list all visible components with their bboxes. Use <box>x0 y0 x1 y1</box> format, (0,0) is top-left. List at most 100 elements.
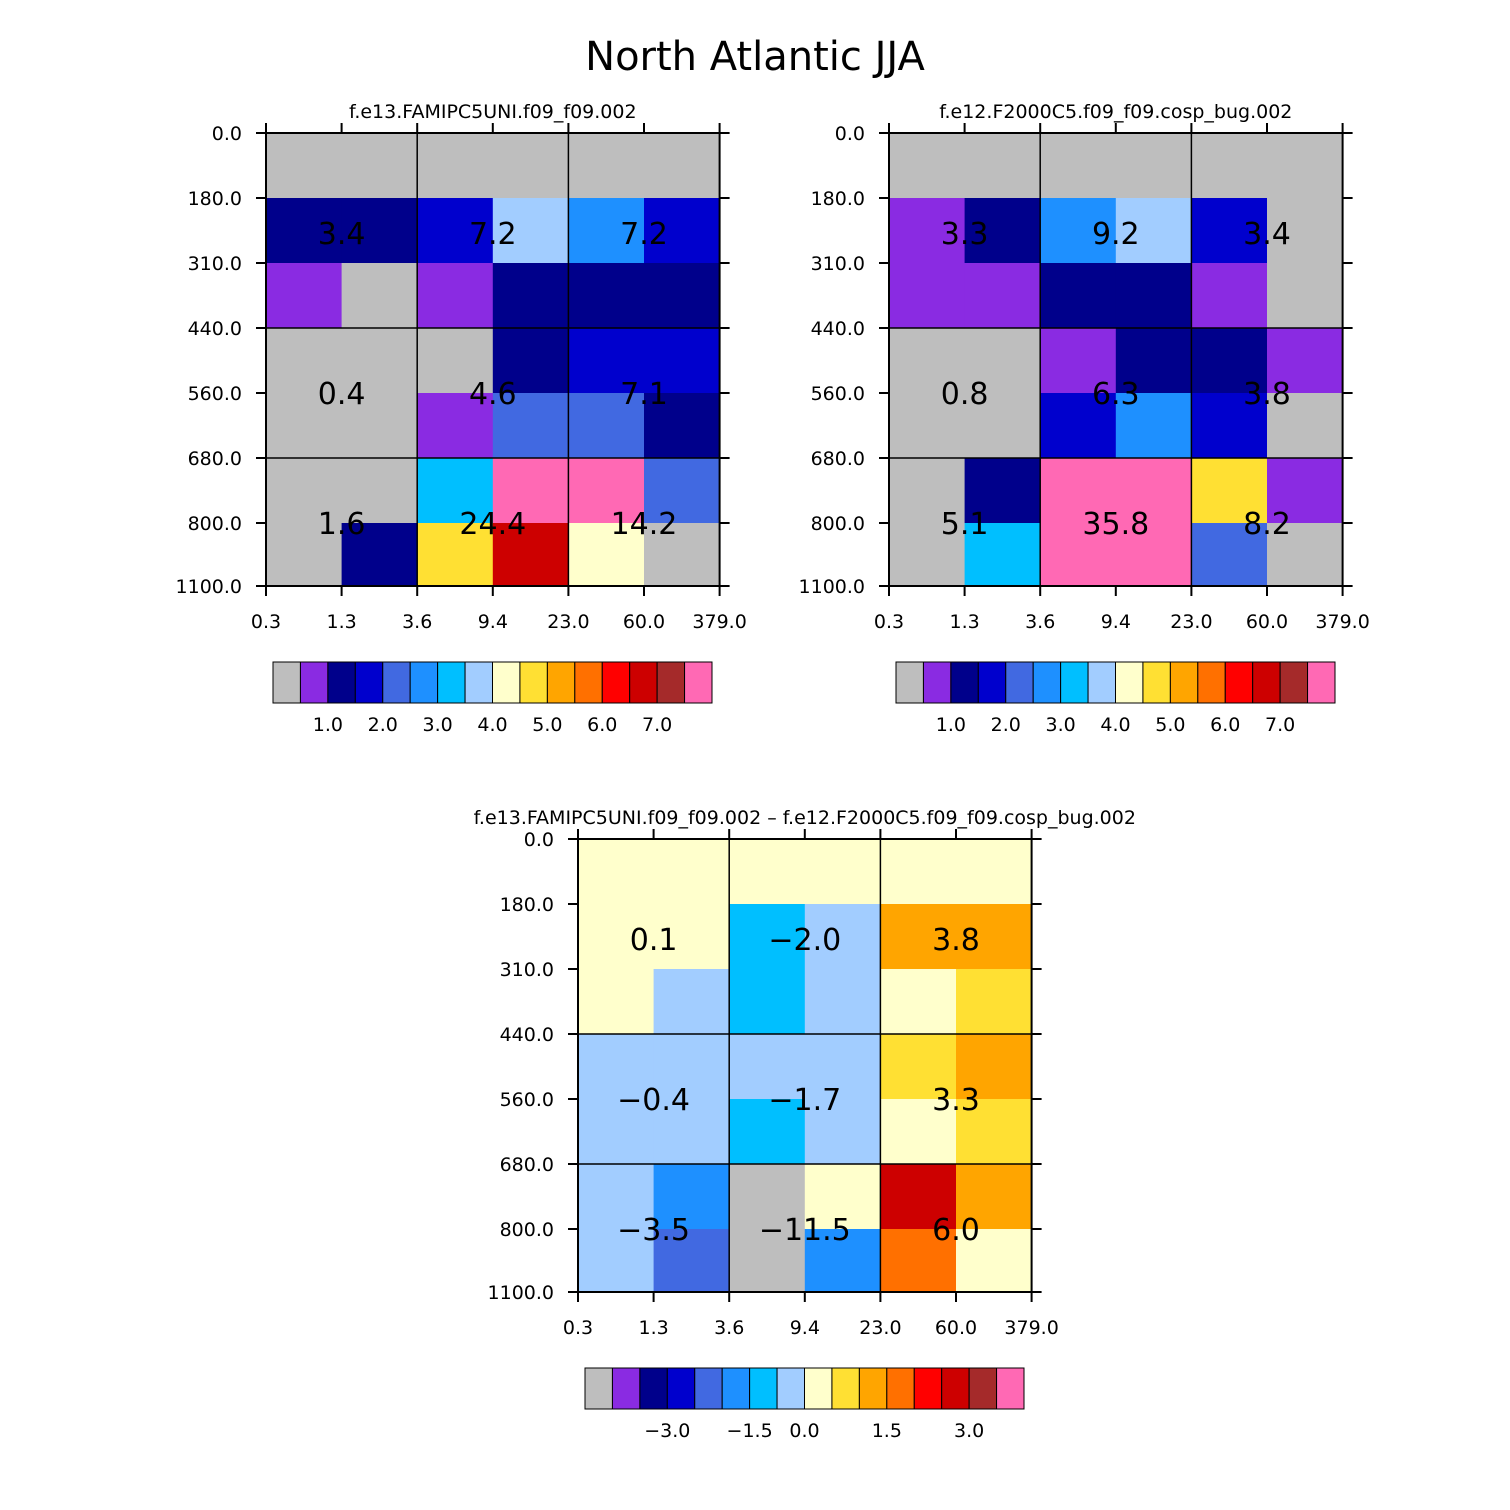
heatmap-cell <box>1040 328 1117 394</box>
heatmap-cell <box>341 198 418 264</box>
heatmap-cell <box>729 1099 806 1165</box>
heatmap-cell <box>804 1099 881 1165</box>
x-tick-label: 60.0 <box>1246 611 1288 633</box>
heatmap-cell <box>568 523 645 587</box>
block-value-label: 7.2 <box>469 217 517 252</box>
x-tick-label: 379.0 <box>692 611 746 633</box>
colorbar-label: 7.0 <box>1265 714 1295 736</box>
heatmap-cell <box>266 393 343 459</box>
x-tick-label: 60.0 <box>623 611 665 633</box>
colorbar-box <box>950 661 979 704</box>
colorbar-label: 5.0 <box>1155 714 1185 736</box>
heatmap-cell <box>880 839 957 905</box>
colorbar-label: 3.0 <box>423 714 453 736</box>
colorbar-box <box>492 661 521 704</box>
colorbar-label: 3.0 <box>1046 714 1076 736</box>
heatmap-cell <box>880 904 957 970</box>
heatmap-cell <box>1040 458 1117 524</box>
heatmap-cell <box>341 328 418 394</box>
heatmap-cell <box>956 839 1033 905</box>
y-tick-label: 310.0 <box>500 959 554 981</box>
x-tick-label: 0.3 <box>251 611 281 633</box>
heatmap-cell <box>653 1034 730 1100</box>
colorbar-box <box>629 661 658 704</box>
heatmap-cell <box>1267 328 1344 394</box>
heatmap-cell <box>956 1164 1033 1230</box>
colorbar-box <box>684 661 713 704</box>
colorbar-box <box>437 661 466 704</box>
colorbar-box <box>996 1367 1025 1410</box>
heatmap-cell <box>1040 133 1117 199</box>
block-value-label: −3.5 <box>617 1213 690 1248</box>
y-tick-label: 680.0 <box>500 1154 554 1176</box>
heatmap-cell <box>492 523 569 587</box>
heatmap-cell <box>889 198 966 264</box>
heatmap-cell <box>889 328 966 394</box>
heatmap-cell <box>568 263 645 329</box>
heatmap-cell <box>1115 198 1192 264</box>
heatmap-cell <box>1267 523 1344 587</box>
colorbar-box <box>354 661 384 704</box>
block-value-label: 3.4 <box>318 217 366 252</box>
heatmap-cell <box>729 1229 806 1293</box>
block-value-label: 4.6 <box>469 377 517 412</box>
y-tick-label: 180.0 <box>500 894 554 916</box>
heatmap-cell <box>1040 198 1117 264</box>
y-tick-label: 1100.0 <box>799 576 865 598</box>
y-tick-label: 680.0 <box>811 448 865 470</box>
y-tick-label: 440.0 <box>811 318 865 340</box>
heatmap-cell <box>653 969 730 1035</box>
heatmap-cell <box>644 458 721 524</box>
heatmap-cell <box>1115 328 1192 394</box>
heatmap-cell <box>568 198 645 264</box>
colorbar-box <box>1252 661 1281 704</box>
y-tick-label: 680.0 <box>188 448 242 470</box>
block-value-label: 3.3 <box>941 217 989 252</box>
heatmap-cell <box>804 1164 881 1230</box>
colorbar-box <box>776 1367 805 1410</box>
heatmap-cell <box>492 263 569 329</box>
colorbar-label: 4.0 <box>1100 714 1130 736</box>
heatmap-cell <box>880 1164 957 1230</box>
colorbar-box <box>858 1367 888 1410</box>
heatmap-cell <box>729 1164 806 1230</box>
colorbar-box <box>1115 661 1144 704</box>
block-value-label: 35.8 <box>1082 507 1149 542</box>
y-tick-label: 560.0 <box>188 383 242 405</box>
colorbar-box <box>1307 661 1336 704</box>
colorbar-box <box>464 661 493 704</box>
heatmap-cell <box>644 133 721 199</box>
heatmap-cell <box>1267 198 1344 264</box>
x-tick-label: 23.0 <box>859 1317 901 1339</box>
heatmap-cell <box>1191 328 1268 394</box>
heatmap-cell <box>1115 393 1192 459</box>
heatmap-cell <box>1191 133 1268 199</box>
heatmap-cell <box>880 969 957 1035</box>
y-tick-label: 800.0 <box>811 513 865 535</box>
y-tick-label: 440.0 <box>500 1024 554 1046</box>
heatmap-cell <box>804 969 881 1035</box>
colorbar-label: 2.0 <box>368 714 398 736</box>
block-value-label: 0.1 <box>630 923 678 958</box>
heatmap-cell <box>956 904 1033 970</box>
heatmap-cell <box>578 1164 655 1230</box>
heatmap-cell <box>880 1229 957 1293</box>
colorbar-label: −1.5 <box>727 1420 773 1442</box>
heatmap-cell <box>1040 393 1117 459</box>
y-tick-label: 800.0 <box>500 1219 554 1241</box>
heatmap-cell <box>417 328 494 394</box>
colorbar-box <box>639 1367 668 1410</box>
block-value-label: 7.2 <box>620 217 668 252</box>
heatmap-cell <box>964 198 1041 264</box>
heatmap-cell <box>568 133 645 199</box>
heatmap-cell <box>341 523 418 587</box>
heatmap-cell <box>644 263 721 329</box>
heatmap-cell <box>653 1099 730 1165</box>
heatmap-cell <box>341 458 418 524</box>
heatmap-cell <box>568 458 645 524</box>
block-value-label: 3.8 <box>1243 377 1291 412</box>
y-tick-label: 560.0 <box>811 383 865 405</box>
colorbar-box <box>1279 661 1309 704</box>
heatmap-cell <box>804 839 881 905</box>
colorbar-box <box>749 1367 778 1410</box>
